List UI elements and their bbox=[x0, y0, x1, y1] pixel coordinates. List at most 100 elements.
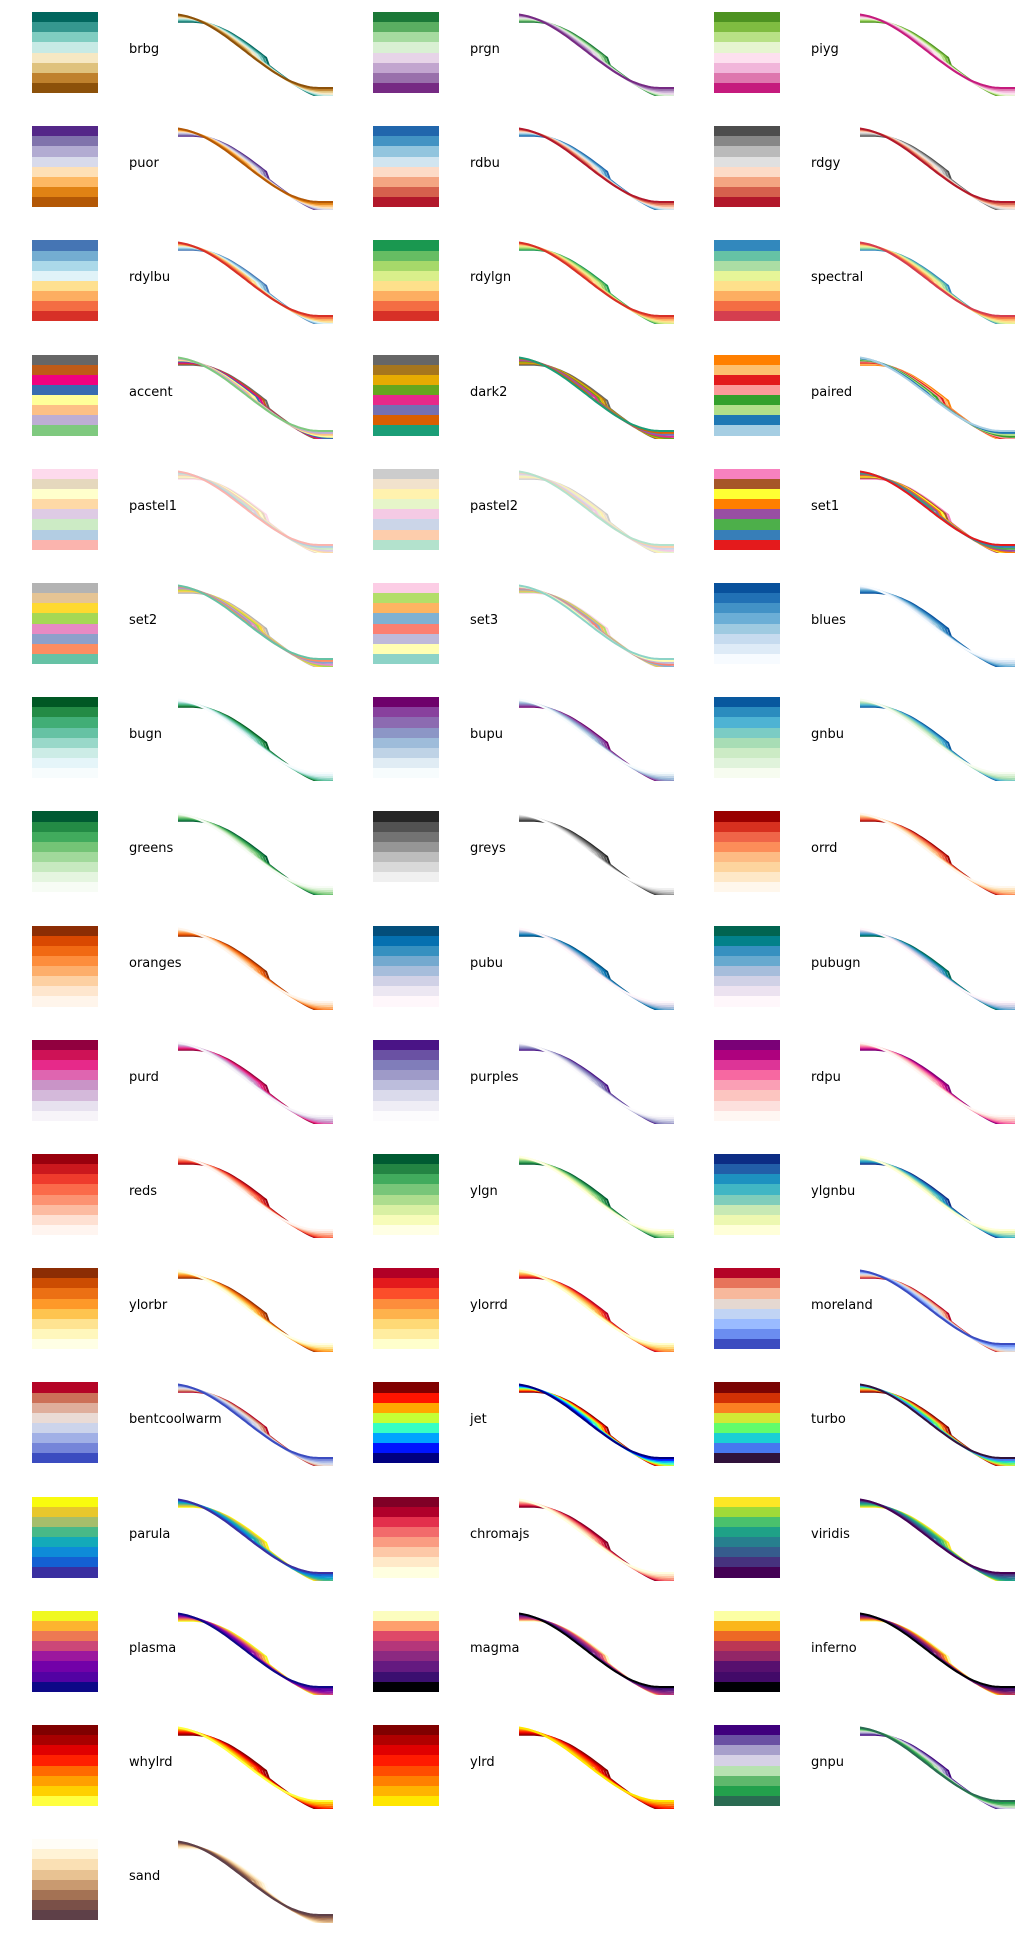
palette-name: jet bbox=[470, 1412, 487, 1428]
swatch-band bbox=[32, 519, 98, 530]
swatch-band bbox=[373, 311, 439, 322]
swatch-band bbox=[32, 62, 98, 73]
palette-rdgy: rdgy bbox=[682, 114, 1023, 228]
swatch-band bbox=[32, 747, 98, 758]
palette-swatch bbox=[373, 354, 439, 436]
palette-purples: purples bbox=[341, 1028, 682, 1142]
palette-name: rdylbu bbox=[129, 270, 171, 286]
swatch-band bbox=[32, 32, 98, 43]
series-line bbox=[178, 701, 333, 780]
palette-pastel1: pastel1 bbox=[0, 457, 341, 571]
palette-curves bbox=[178, 355, 333, 439]
series-line bbox=[519, 130, 674, 209]
swatch-band bbox=[373, 52, 439, 63]
swatch-band bbox=[714, 1651, 780, 1662]
series-line bbox=[178, 130, 333, 209]
palette-name: viridis bbox=[811, 1526, 850, 1542]
swatch-band bbox=[714, 935, 780, 946]
palette-name: ylgnbu bbox=[811, 1184, 856, 1199]
palette-curves bbox=[178, 1497, 333, 1581]
swatch-band bbox=[373, 613, 439, 624]
swatch-band bbox=[373, 1557, 439, 1568]
swatch-band bbox=[373, 1537, 439, 1548]
palette-pastel2: pastel2 bbox=[341, 457, 682, 571]
swatch-band bbox=[32, 374, 98, 385]
swatch-band bbox=[714, 468, 780, 479]
swatch-band bbox=[32, 1318, 98, 1329]
series-line bbox=[178, 1386, 333, 1466]
swatch-band bbox=[32, 643, 98, 654]
series-line bbox=[860, 929, 1015, 1009]
swatch-band bbox=[714, 1060, 780, 1071]
swatch-band bbox=[714, 1496, 780, 1507]
swatch-band bbox=[373, 697, 439, 708]
swatch-band bbox=[373, 1412, 439, 1423]
swatch-band bbox=[373, 747, 439, 758]
series-line bbox=[178, 929, 333, 1009]
swatch-band bbox=[32, 1839, 98, 1850]
swatch-band bbox=[714, 996, 780, 1007]
swatch-band bbox=[32, 633, 98, 644]
swatch-band bbox=[32, 1278, 98, 1289]
palette-curves bbox=[178, 126, 333, 211]
palette-swatch bbox=[373, 468, 439, 550]
series-line bbox=[860, 358, 1015, 438]
series-line bbox=[178, 587, 333, 666]
swatch-band bbox=[373, 1080, 439, 1091]
palette-rdbu: rdbu bbox=[341, 114, 682, 228]
swatch-band bbox=[714, 280, 780, 292]
swatch-band bbox=[373, 707, 439, 718]
palette-swatch bbox=[32, 1039, 98, 1121]
swatch-band bbox=[373, 1506, 439, 1517]
curves-plot bbox=[519, 812, 674, 896]
palette-accent: accent bbox=[0, 343, 341, 457]
palette-name: ylorrd bbox=[470, 1298, 508, 1314]
swatch-band bbox=[373, 489, 439, 500]
palette-swatch bbox=[32, 925, 98, 1007]
swatch-band bbox=[714, 42, 780, 53]
swatch-band bbox=[714, 1278, 780, 1289]
palette-plasma: plasma bbox=[0, 1599, 341, 1713]
palette-ylgnbu: ylgnbu bbox=[682, 1142, 1023, 1256]
curves-plot bbox=[178, 241, 333, 325]
series-line bbox=[178, 13, 333, 89]
palette-name: set1 bbox=[811, 498, 840, 514]
swatch-band bbox=[32, 1100, 98, 1111]
palette-name: rdbu bbox=[470, 156, 500, 172]
swatch-band bbox=[714, 1785, 780, 1796]
series-line bbox=[178, 927, 333, 1003]
swatch-band bbox=[373, 1214, 439, 1225]
palette-curves bbox=[519, 926, 674, 1010]
palette-name: rdpu bbox=[811, 1069, 841, 1085]
swatch-band bbox=[373, 737, 439, 748]
palette-name: greens bbox=[129, 841, 174, 857]
curves-plot bbox=[178, 1041, 333, 1124]
swatch-band bbox=[714, 1224, 780, 1235]
palette-parula: parula bbox=[0, 1485, 341, 1599]
palette-name: bupu bbox=[470, 727, 503, 743]
palette-curves bbox=[860, 1268, 1015, 1353]
swatch-band bbox=[714, 1184, 780, 1195]
swatch-band bbox=[32, 996, 98, 1007]
swatch-band bbox=[714, 374, 780, 385]
palette-curves bbox=[178, 469, 333, 553]
palette-name: moreland bbox=[811, 1298, 873, 1314]
swatch-band bbox=[32, 1671, 98, 1682]
palette-name: bentcoolwarm bbox=[129, 1412, 222, 1428]
swatch-band bbox=[32, 925, 98, 936]
curves-plot bbox=[860, 584, 1015, 667]
swatch-band bbox=[714, 405, 780, 416]
palette-name: orrd bbox=[811, 841, 838, 857]
swatch-band bbox=[373, 126, 439, 137]
series-line bbox=[178, 1498, 333, 1574]
series-line bbox=[178, 1383, 333, 1460]
swatch-band bbox=[714, 240, 780, 251]
palette-swatch bbox=[32, 468, 98, 550]
swatch-band bbox=[714, 12, 780, 23]
series-line bbox=[860, 815, 1015, 895]
palette-curves bbox=[519, 1611, 674, 1695]
swatch-band bbox=[32, 831, 98, 842]
swatch-band bbox=[714, 925, 780, 936]
series-line bbox=[519, 812, 674, 889]
swatch-band bbox=[714, 945, 780, 956]
